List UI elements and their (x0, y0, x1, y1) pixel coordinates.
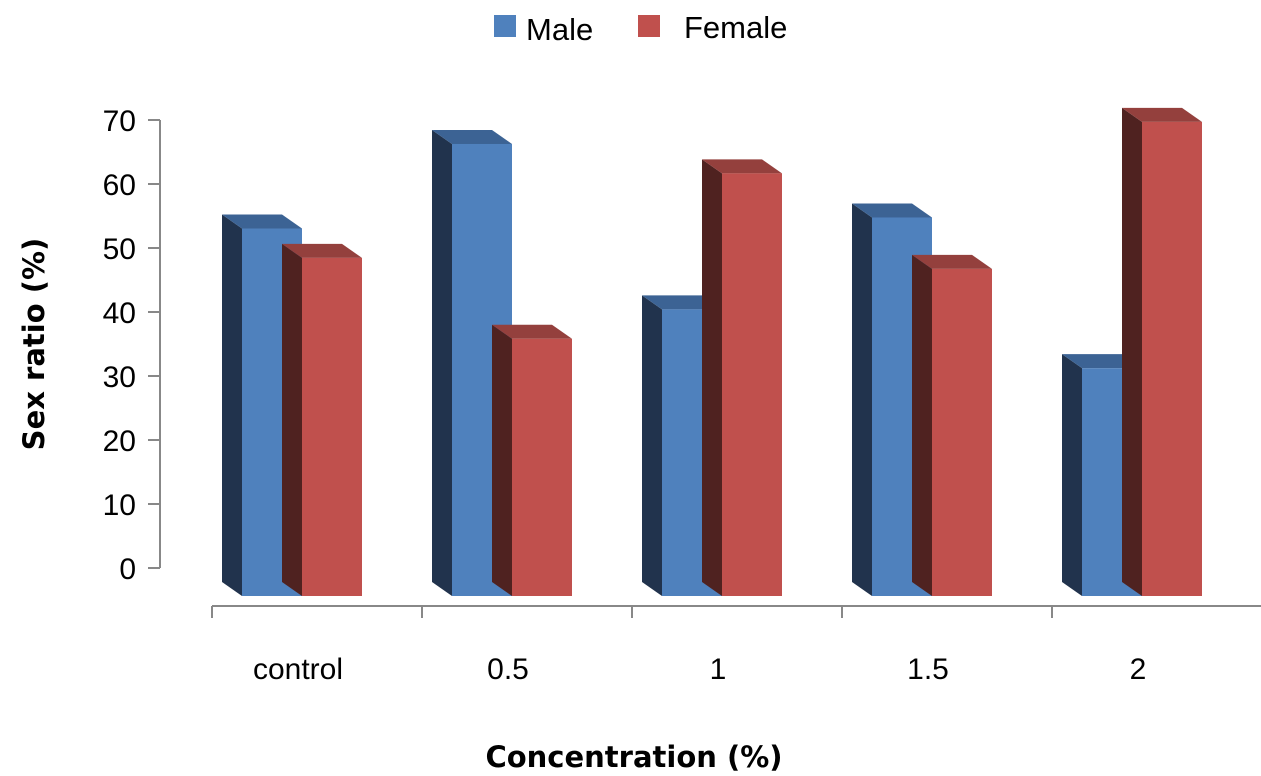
bar-female (1122, 107, 1202, 597)
bar-female (282, 243, 362, 596)
bar-front (302, 257, 362, 596)
y-tick-label: 20 (103, 425, 136, 458)
bar-female (492, 324, 572, 596)
bar-side (282, 243, 302, 596)
y-tick-label: 0 (119, 553, 136, 586)
bar-top (282, 243, 362, 258)
y-tick-label: 10 (103, 489, 136, 522)
legend-swatch-female (638, 15, 660, 37)
bar-female (702, 159, 782, 596)
y-tick-label: 40 (103, 297, 136, 330)
bar-top (222, 214, 302, 229)
bar-front (722, 173, 782, 596)
y-tick-label: 70 (103, 105, 136, 138)
bar-female (912, 254, 992, 597)
x-tick-label: 0.5 (487, 653, 529, 686)
legend-label-female: Female (684, 10, 787, 45)
y-tick-label: 30 (103, 361, 136, 394)
bar-front (512, 338, 572, 596)
y-axis-title: Sex ratio (%) (17, 238, 51, 451)
bar-front (932, 268, 992, 596)
x-tick-label: 1.5 (907, 653, 949, 686)
bar-side (912, 254, 932, 597)
bar-top (852, 203, 932, 218)
x-axis-title: Concentration (%) (485, 740, 782, 774)
bar-side (642, 295, 662, 596)
bar-top (492, 324, 572, 339)
legend-label-male: Male (526, 12, 593, 47)
bar-side (1062, 354, 1082, 596)
legend-swatch-male (494, 15, 516, 37)
bar-side (852, 203, 872, 596)
bar-side (492, 324, 512, 596)
bar-front (1142, 121, 1202, 597)
bars (222, 107, 1202, 597)
legend: Male Female (494, 10, 787, 47)
bar-side (222, 214, 242, 596)
bar-top (912, 254, 992, 269)
bar-top (702, 159, 782, 174)
x-tick-label: control (253, 653, 343, 686)
bar-side (702, 159, 722, 596)
bar-side (432, 129, 452, 596)
y-tick-label: 60 (103, 169, 136, 202)
bar-top (432, 129, 512, 144)
y-ticks: 0 10 20 30 40 50 60 70 (103, 105, 160, 586)
bar-side (1122, 107, 1142, 597)
x-ticks: control 0.5 1 1.5 2 (211, 606, 1147, 686)
y-tick-label: 50 (103, 233, 136, 266)
x-tick-label: 1 (710, 653, 727, 686)
x-tick-label: 2 (1130, 653, 1147, 686)
bar-top (1122, 107, 1202, 122)
